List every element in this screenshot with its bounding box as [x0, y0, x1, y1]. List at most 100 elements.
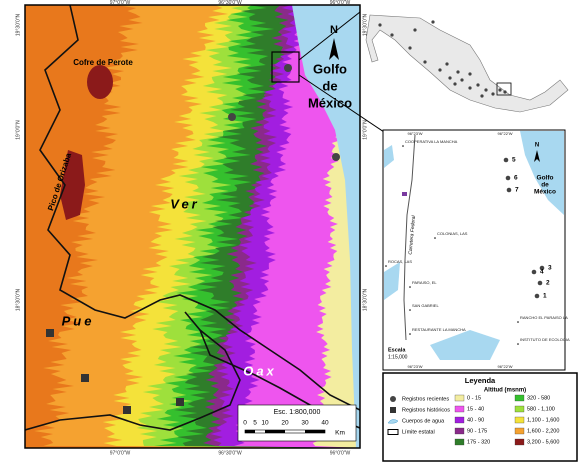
legend-swatch [454, 438, 465, 446]
region-label: Ver [170, 196, 199, 211]
legend-swatch [514, 438, 525, 446]
coord-label: 18°30'0"N [362, 288, 368, 311]
site-label: 1 [543, 293, 547, 300]
coord-label: 96°23'W [407, 131, 422, 136]
sea [292, 5, 360, 448]
legend-label: 580 - 1,100 [527, 406, 555, 412]
volcano [87, 65, 113, 99]
overview-record [484, 88, 488, 92]
legend-label: Cuerpos de agua [402, 418, 445, 424]
gulf-label: de [322, 78, 337, 93]
place-dot [402, 145, 404, 147]
north-label: N [535, 143, 539, 149]
legend-swatch [454, 405, 465, 413]
legend-symbol [390, 407, 396, 413]
scale-tick: 40 [321, 420, 329, 427]
place-dot [434, 237, 436, 239]
overview-record [423, 60, 427, 64]
place-dot [517, 321, 519, 323]
scale-label: Esc. 1:800,000 [274, 409, 321, 416]
legend-label: 40 - 90 [467, 417, 484, 423]
scale-tick: 5 [253, 420, 257, 427]
overview-record [448, 76, 452, 80]
historic-record [46, 329, 54, 337]
legend-label: 1,600 - 2,200 [527, 428, 559, 434]
recent-record [539, 265, 545, 271]
inset-map [382, 129, 566, 371]
region-label: Oax [243, 363, 277, 378]
legend-symbol [387, 429, 399, 435]
elevation-map [25, 5, 360, 448]
overview-record [445, 62, 449, 66]
coord-label: 96°30'0"W [218, 450, 242, 456]
scale-seg [265, 430, 285, 433]
scale-seg [245, 430, 255, 433]
overview-record [498, 88, 502, 92]
overview-record [468, 72, 472, 76]
overview-record [413, 28, 417, 32]
legend-swatch [514, 416, 525, 424]
coord-label: 96°0'0"W [330, 0, 351, 6]
overview-record [438, 68, 442, 72]
lagoon [430, 330, 500, 360]
site-label: 5 [512, 157, 516, 164]
gulf-label: Golfo [313, 61, 347, 76]
scale-unit: Km [335, 430, 345, 437]
legend-label: 90 - 175 [467, 428, 487, 434]
coord-label: 96°30'0"W [218, 0, 242, 6]
legend-symbol [390, 396, 396, 402]
overview-record [431, 20, 435, 24]
historic-record [176, 398, 184, 406]
site-label: 2 [546, 280, 550, 287]
legend-swatch [454, 394, 465, 402]
historic-record [123, 406, 131, 414]
legend-label: 3,200 - 5,600 [527, 439, 559, 445]
legend-symbol [387, 419, 399, 424]
site-label: 6 [514, 175, 518, 182]
recent-record [332, 153, 340, 161]
site-label: 7 [515, 187, 519, 194]
scale-tick: 10 [261, 420, 269, 427]
coord-label: 96°22'W [497, 131, 512, 136]
lagoon [384, 145, 394, 168]
legend-label: Registros recientes [402, 396, 449, 402]
place-label: RANCHO EL PARAISO LA [520, 315, 568, 320]
legend-label: 1,100 - 1,600 [527, 417, 559, 423]
legend-frame [382, 372, 578, 462]
north-label: N [330, 24, 338, 36]
overview-record [456, 70, 460, 74]
site-label: 4 [540, 269, 544, 276]
place-label: SAN GABRIEL [412, 303, 439, 308]
recent-record [506, 187, 512, 193]
boundary [39, 5, 360, 411]
overview-record [460, 78, 464, 82]
north-arrow [329, 38, 339, 60]
scale-tick: 20 [281, 420, 289, 427]
place-label: RESTAURANTE LA MANCHA [412, 327, 466, 332]
legend-label: 0 - 15 [467, 395, 481, 401]
legend-swatch [514, 405, 525, 413]
coord-label: 19°30'0"N [362, 13, 368, 36]
place-label: COLONIAS, LAS [437, 231, 468, 236]
recent-record [531, 269, 537, 275]
coord-label: 19°0'0"N [362, 120, 368, 140]
place-dot [409, 286, 411, 288]
zoom-box [271, 51, 300, 83]
place-label: COOPERATIVA LA MANCHA [405, 139, 458, 144]
recent-record [534, 293, 540, 299]
overview-record [453, 82, 457, 86]
overview-record [491, 92, 495, 96]
lagoon [384, 262, 400, 300]
place-label: INSTITUTO DE ECOLOGIA [520, 337, 570, 342]
pointer [298, 74, 385, 133]
recent-record [537, 280, 543, 286]
coord-label: 96°0'0"W [330, 450, 351, 456]
coord-label: 19°30'0"N [15, 13, 21, 36]
site-label: 3 [548, 265, 552, 272]
place-label: ROCAS, LAS [388, 259, 412, 264]
north-arrow [534, 150, 540, 162]
overview-record [378, 23, 382, 27]
overview-record [468, 86, 472, 90]
legend-label: 175 - 320 [467, 439, 490, 445]
